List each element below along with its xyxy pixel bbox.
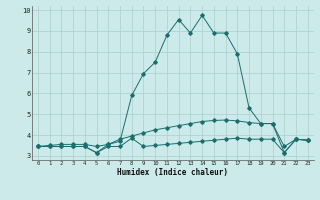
X-axis label: Humidex (Indice chaleur): Humidex (Indice chaleur) xyxy=(117,168,228,177)
